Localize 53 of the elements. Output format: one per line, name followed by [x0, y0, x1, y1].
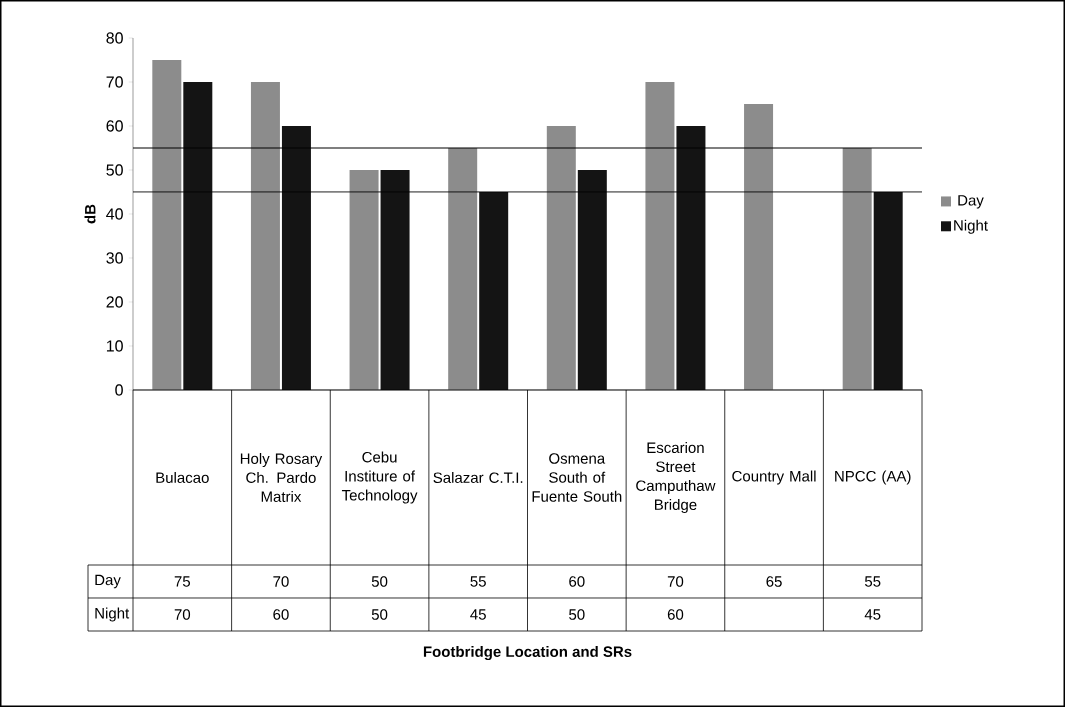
data-label: 70 [273, 576, 289, 587]
x-tick-label: Escarion Street Camputhaw Bridge [636, 442, 716, 513]
x-tick-label: Holy Rosary Ch. Pardo Matrix [240, 452, 323, 502]
x-tick-label: Salazar C.T.I. [433, 471, 523, 483]
bar [842, 148, 872, 390]
text: Footbridge Location and SRs [423, 645, 632, 661]
y-tick-label: 70 [106, 76, 123, 88]
x-tick-label: Cebu Institure of Technology [341, 451, 418, 504]
y-tick-label: 10 [106, 340, 123, 352]
x-tick-label: Osmena South of Fuente South [532, 453, 622, 502]
text: Night [95, 607, 130, 622]
text: Day [95, 574, 121, 589]
bar [250, 82, 280, 390]
data-label: 65 [766, 576, 782, 587]
bar [873, 192, 903, 390]
bar [676, 126, 706, 390]
data-label: 50 [569, 609, 585, 620]
bar [479, 192, 509, 390]
data-label: 45 [864, 609, 881, 620]
data-label: 70 [174, 609, 191, 620]
data-label: 55 [864, 576, 881, 587]
bar [744, 104, 774, 390]
legend-label: Night [954, 219, 988, 234]
data-label: 60 [667, 609, 684, 620]
data-label: 70 [667, 576, 684, 587]
bar [183, 82, 213, 390]
bar [380, 170, 410, 390]
data-label: 60 [273, 609, 289, 620]
data-label: 50 [371, 609, 388, 620]
data-label: 60 [569, 576, 585, 587]
y-tick-label: 40 [106, 208, 123, 220]
y-tick-label: 60 [106, 120, 123, 132]
y-tick-label: 80 [106, 32, 123, 44]
data-label: 55 [470, 576, 486, 587]
x-tick-label: Country Mall [732, 470, 816, 485]
bar [645, 82, 675, 390]
x-tick-label: Bulacao [156, 471, 209, 483]
y-tick-label: 50 [106, 164, 123, 176]
bar [152, 60, 182, 390]
bar [577, 170, 607, 390]
y-tick-label: 0 [115, 384, 123, 396]
data-label: 45 [470, 609, 486, 620]
data-label: 75 [174, 576, 191, 587]
bar [546, 126, 576, 390]
legend-label: Day [958, 195, 984, 209]
y-tick-label: 30 [106, 252, 123, 264]
y-axis-title: dB [84, 204, 96, 224]
data-label: 50 [371, 576, 388, 587]
x-tick-label: NPCC (AA) [835, 470, 911, 485]
bar [281, 126, 311, 390]
bar [349, 170, 379, 390]
y-tick-label: 20 [106, 296, 123, 308]
bar [448, 148, 478, 390]
